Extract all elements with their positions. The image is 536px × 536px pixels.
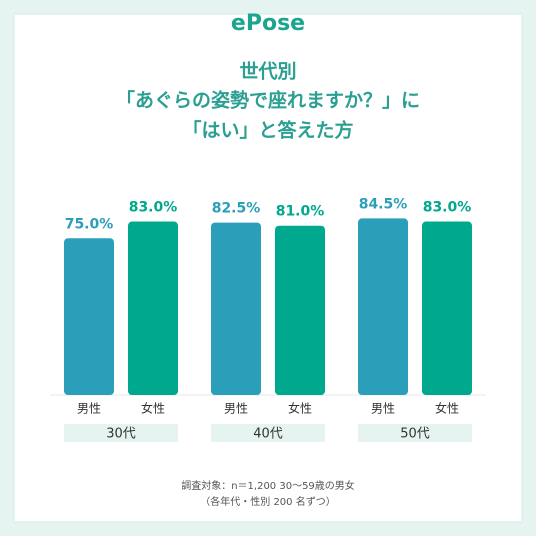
series-label: 女性 [288,401,312,416]
category-box [211,424,325,442]
value-label: 84.5% [359,196,408,212]
series-label: 男性 [371,402,395,416]
category-box [64,424,178,442]
chart-title: 「あぐらの姿勢で座れますか？」に [116,89,420,112]
bar [211,222,261,395]
value-label: 75.0% [65,216,114,232]
value-label: 83.0% [129,200,178,216]
value-label: 82.5% [212,201,261,217]
x-tick-label: 40代 [253,427,283,442]
brand-logo: ePose [231,11,305,36]
x-tick-label: 30代 [106,427,136,442]
bar [275,225,325,395]
series-label: 女性 [141,401,165,416]
bar [358,218,408,395]
category-box [358,424,472,442]
series-label: 男性 [224,402,248,416]
footnote: （各年代・性別 200 名ずつ） [200,495,335,508]
chart-title: 世代別 [239,61,296,83]
footnote: 調査対象：n＝1,200 30～59歳の男女 [181,479,355,492]
value-label: 83.0% [423,200,472,216]
series-label: 男性 [77,402,101,416]
bar [64,238,114,395]
bar [422,221,472,395]
x-tick-label: 50代 [400,427,430,442]
chart-title: 「はい」と答えた方 [182,119,353,142]
bar [128,221,178,395]
value-label: 81.0% [276,204,325,220]
series-label: 女性 [435,401,459,416]
